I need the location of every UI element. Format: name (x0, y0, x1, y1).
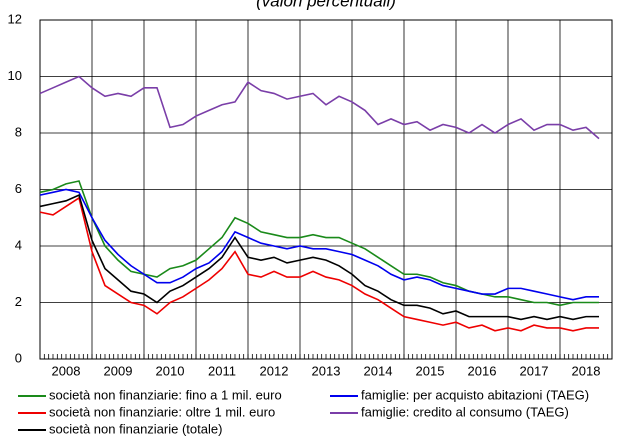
x-tick-label: 2015 (416, 363, 445, 378)
legend-label: famiglie: per acquisto abitazioni (TAEG) (361, 387, 589, 402)
y-tick-label: 4 (15, 237, 22, 252)
x-tick-label: 2012 (260, 363, 289, 378)
y-tick-label: 6 (15, 181, 22, 196)
x-tick-label: 2009 (104, 363, 133, 378)
x-tick-label: 2011 (208, 363, 236, 378)
legend-label: società non finanziarie (totale) (49, 421, 222, 436)
legend-label: famiglie: credito al consumo (TAEG) (361, 404, 569, 419)
x-tick-label: 2016 (468, 363, 497, 378)
x-tick-label: 2018 (572, 363, 601, 378)
y-tick-label: 2 (15, 294, 22, 309)
series-line (39, 188, 599, 301)
plot-frame (39, 19, 613, 360)
series-line (39, 196, 599, 332)
y-tick-label: 0 (15, 350, 22, 365)
x-tick-label: 2010 (156, 363, 185, 378)
chart-title: (valori percentuali) (256, 0, 396, 10)
legend-label: società non finanziarie: fino a 1 mil. e… (49, 387, 282, 402)
series-line (39, 180, 599, 307)
x-tick-label: 2014 (364, 363, 393, 378)
y-tick-label: 8 (15, 124, 22, 139)
x-tick-label: 2017 (520, 363, 549, 378)
x-tick-label: 2013 (312, 363, 341, 378)
x-tick-label: 2008 (52, 363, 81, 378)
legend-label: società non finanziarie: oltre 1 mil. eu… (49, 404, 275, 419)
y-tick-label: 10 (8, 68, 22, 83)
series-line (39, 75, 600, 140)
y-tick-label: 12 (8, 11, 22, 26)
series-line (39, 194, 599, 321)
